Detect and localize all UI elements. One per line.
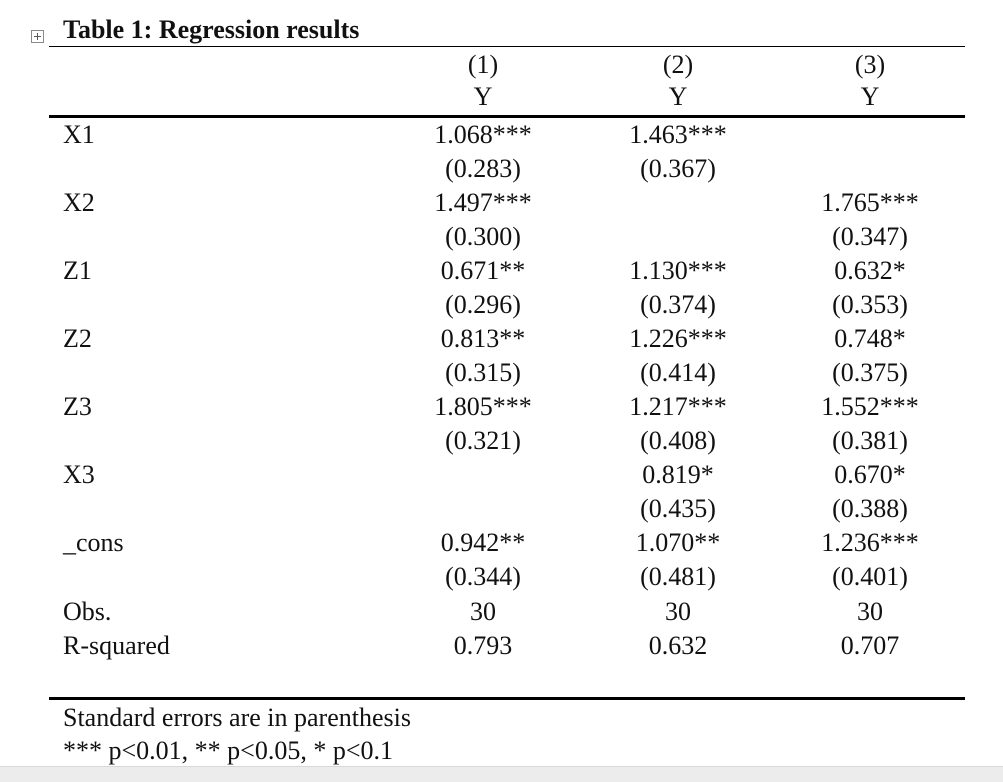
coef-z3-col3: 1.552*** (821, 392, 919, 421)
coef-z3-col2: 1.217*** (629, 392, 727, 421)
coef-cons-col2: 1.070** (635, 528, 721, 557)
se-z3-col1: (0.321) (445, 426, 521, 455)
row-label-z2: Z2 (63, 324, 92, 353)
coef-cons-col1: 0.942** (440, 528, 526, 557)
se-cons-col2: (0.481) (640, 562, 716, 591)
stat-obs-col2: 30 (665, 597, 691, 626)
se-z3-col3: (0.381) (832, 426, 908, 455)
se-x3-col2: (0.435) (640, 494, 716, 523)
row-label-x1: X1 (63, 120, 95, 149)
table-move-handle-icon[interactable] (31, 30, 44, 43)
row-label-z1: Z1 (63, 256, 92, 285)
se-x3-col3: (0.388) (832, 494, 908, 523)
coef-x3-col2: 0.819* (642, 460, 714, 489)
se-z1-col3: (0.353) (832, 290, 908, 319)
row-label-cons: _cons (63, 528, 124, 557)
coef-x1-col1: 1.068*** (434, 120, 532, 149)
stat-rsquared-col2: 0.632 (648, 631, 708, 660)
column-depvar-1: Y (473, 82, 493, 111)
coef-x2-col3: 1.765*** (821, 188, 919, 217)
se-z1-col2: (0.374) (640, 290, 716, 319)
se-z2-col1: (0.315) (445, 358, 521, 387)
table-caption: Table 1: Regression results (63, 15, 360, 44)
coef-x3-col3: 0.670* (834, 460, 906, 489)
se-z2-col2: (0.414) (640, 358, 716, 387)
stat-label-obs: Obs. (63, 597, 112, 626)
se-cons-col1: (0.344) (445, 562, 521, 591)
coef-z1-col3: 0.632* (834, 256, 906, 285)
se-cons-col3: (0.401) (832, 562, 908, 591)
table-bottom-rule (49, 697, 965, 700)
column-depvar-3: Y (860, 82, 880, 111)
coef-cons-col3: 1.236*** (821, 528, 919, 557)
column-number-1: (1) (467, 50, 499, 79)
page-bottom-strip (0, 766, 1003, 782)
row-label-x2: X2 (63, 188, 95, 217)
se-x1-col1: (0.283) (445, 154, 521, 183)
coef-z3-col1: 1.805*** (434, 392, 532, 421)
coef-z2-col3: 0.748* (834, 324, 906, 353)
column-number-2: (2) (662, 50, 694, 79)
stat-obs-col3: 30 (857, 597, 883, 626)
stat-rsquared-col1: 0.793 (453, 631, 513, 660)
row-label-x3: X3 (63, 460, 95, 489)
column-depvar-2: Y (668, 82, 688, 111)
se-z2-col3: (0.375) (832, 358, 908, 387)
coef-z2-col1: 0.813** (440, 324, 526, 353)
coef-x1-col2: 1.463*** (629, 120, 727, 149)
se-x2-col3: (0.347) (832, 222, 908, 251)
stat-obs-col1: 30 (470, 597, 496, 626)
se-z1-col1: (0.296) (445, 290, 521, 319)
stat-label-rsquared: R-squared (63, 631, 170, 660)
se-x1-col2: (0.367) (640, 154, 716, 183)
coef-x2-col1: 1.497*** (434, 188, 532, 217)
stat-rsquared-col3: 0.707 (840, 631, 900, 660)
table-note-significance: *** p<0.01, ** p<0.05, * p<0.1 (63, 736, 393, 765)
table-note-standard-errors: Standard errors are in parenthesis (63, 703, 411, 732)
coef-z1-col1: 0.671** (440, 256, 526, 285)
handle-cross-vertical (37, 33, 38, 40)
se-z3-col2: (0.408) (640, 426, 716, 455)
row-label-z3: Z3 (63, 392, 92, 421)
coef-z2-col2: 1.226*** (629, 324, 727, 353)
column-number-3: (3) (854, 50, 886, 79)
se-x2-col1: (0.300) (445, 222, 521, 251)
coef-z1-col2: 1.130*** (629, 256, 727, 285)
table-header-rule (49, 115, 965, 118)
table-top-rule (49, 46, 965, 47)
